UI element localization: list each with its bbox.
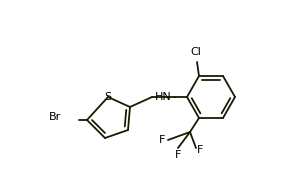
Text: S: S [105, 92, 112, 102]
Text: F: F [159, 135, 165, 145]
Text: F: F [197, 145, 203, 155]
Text: F: F [175, 150, 181, 160]
Text: HN: HN [155, 92, 171, 102]
Text: Cl: Cl [191, 47, 201, 57]
Text: Br: Br [49, 112, 61, 122]
